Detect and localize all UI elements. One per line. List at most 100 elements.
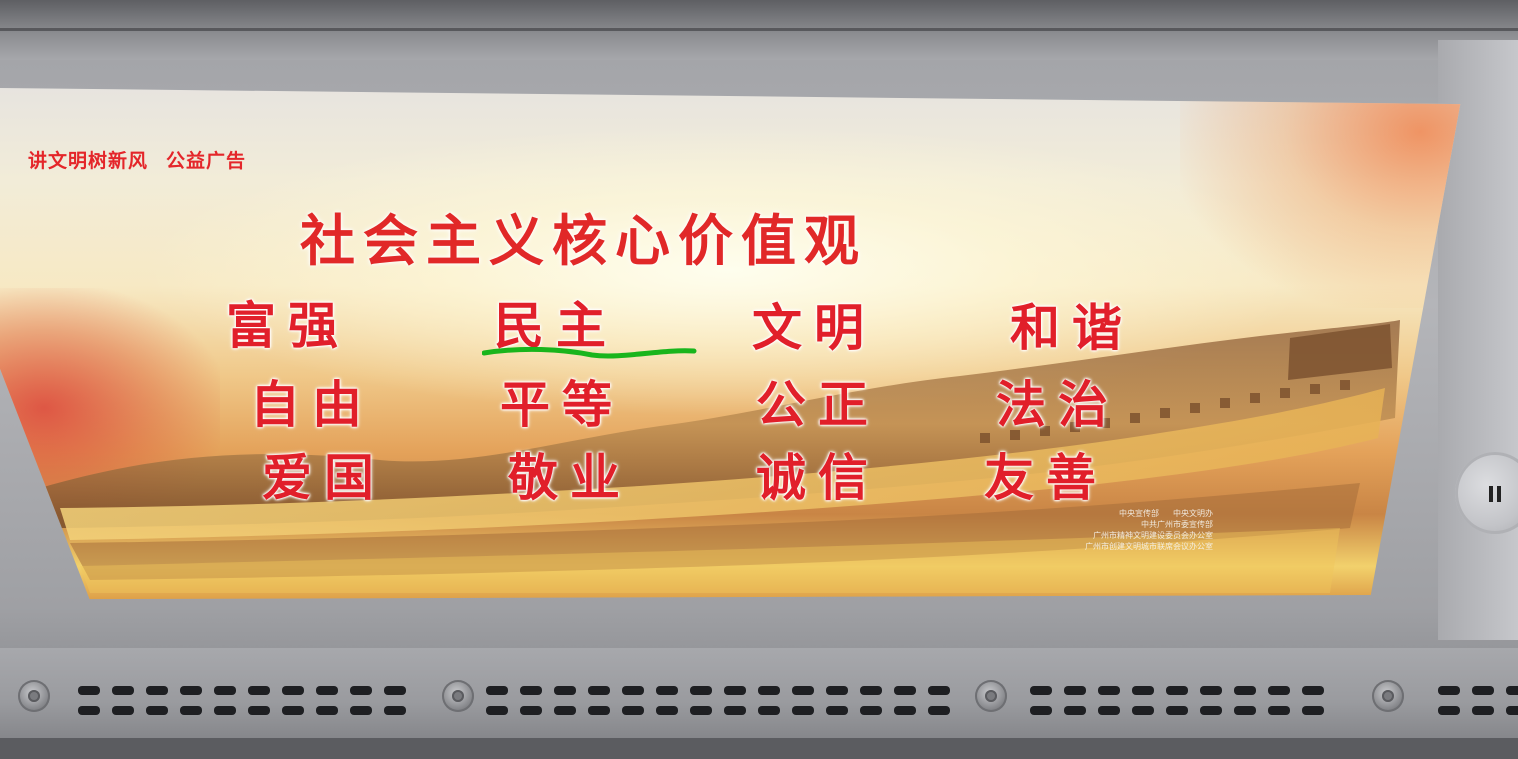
speaker-slot [180, 686, 202, 695]
speaker-slot [1438, 706, 1460, 715]
page-title: 社会主义核心价值观 [300, 209, 868, 273]
speaker-slot [826, 706, 848, 715]
speaker-slot [486, 706, 508, 715]
speaker-slot [1472, 686, 1494, 695]
speaker-slot [350, 706, 372, 715]
speaker-slot [78, 706, 100, 715]
speaker-slot [146, 706, 168, 715]
great-wall-image [40, 320, 1400, 593]
core-values-grid: 富强 民主 文明 和谐 自由 平等 公正 法治 爱国 敬业 诚信 友善 [0, 88, 1460, 599]
speaker-slot [860, 706, 882, 715]
speaker-slot [690, 706, 712, 715]
sponsor-credits: 中央宣传部 中央文明办 中共广州市委宣传部 广州市精神文明建设委员会办公室 广州市… [1085, 508, 1213, 552]
speaker-slot [1064, 706, 1086, 715]
speaker-slot [248, 686, 270, 695]
speaker-slot [758, 686, 780, 695]
speaker-slot [1132, 706, 1154, 715]
speaker-slot [1166, 686, 1188, 695]
value-democracy: 民主 [494, 297, 618, 355]
speaker-slot [894, 686, 916, 695]
bezel-bottom [0, 738, 1518, 759]
display-screen: 讲文明树新风 公益广告 社会主义核心价值观 富强 民主 文明 和谐 自由 平等 公… [0, 88, 1461, 600]
value-friendship: 友善 [984, 449, 1108, 507]
speaker-slot [894, 706, 916, 715]
psa-label: 公益广告 [166, 150, 247, 172]
speaker-slot [316, 706, 338, 715]
highlight-underline [482, 346, 697, 359]
speaker-slot [1302, 686, 1324, 695]
speaker-slot [384, 706, 406, 715]
speaker-slot [724, 686, 746, 695]
speaker-slot [928, 706, 950, 715]
display-screen-frame: 讲文明树新风 公益广告 社会主义核心价值观 富强 民主 文明 和谐 自由 平等 公… [0, 88, 1518, 608]
speaker-slot [1234, 706, 1256, 715]
credit-line: 中央宣传部 中央文明办 [1119, 509, 1213, 518]
speaker-slot [690, 686, 712, 695]
value-justice: 公正 [756, 376, 880, 434]
speaker-slot [1166, 706, 1188, 715]
credit-line: 广州市精神文明建设委员会办公室 [1093, 531, 1213, 540]
speaker-slot [520, 706, 542, 715]
value-rule-of-law: 法治 [996, 376, 1120, 434]
side-button[interactable] [1455, 452, 1518, 534]
speaker-slot [1302, 706, 1324, 715]
speaker-slot [486, 686, 508, 695]
glow-right [1180, 88, 1461, 308]
speaker-slot [622, 706, 644, 715]
speaker-slot [1200, 706, 1222, 715]
speaker-slot [656, 706, 678, 715]
speaker-slot [180, 706, 202, 715]
value-equality: 平等 [500, 376, 624, 434]
speaker-slot [1472, 706, 1494, 715]
speaker-slot [588, 686, 610, 695]
screw-icon [975, 680, 1007, 712]
speaker-slot [588, 706, 610, 715]
speaker-slot [826, 686, 848, 695]
speaker-slot [1098, 706, 1120, 715]
speaker-slot [1064, 686, 1086, 695]
credit-line: 广州市创建文明城市联席会议办公室 [1085, 542, 1213, 551]
speaker-slot [622, 686, 644, 695]
value-freedom: 自由 [250, 376, 374, 434]
screw-icon [18, 680, 50, 712]
speaker-slot [1234, 686, 1256, 695]
speaker-slot [792, 686, 814, 695]
speaker-slot [1132, 686, 1154, 695]
speaker-slot [520, 686, 542, 695]
credit-line: 中共广州市委宣传部 [1141, 520, 1213, 529]
value-prosperity: 富强 [226, 297, 350, 355]
value-civility: 文明 [752, 299, 876, 357]
speaker-slot [1438, 686, 1460, 695]
campaign-tag: 讲文明树新风 公益广告 [28, 146, 264, 173]
screw-icon [442, 680, 474, 712]
speaker-slot [554, 706, 576, 715]
speaker-slot [792, 706, 814, 715]
speaker-slot [282, 706, 304, 715]
speaker-grille [0, 648, 1518, 738]
speaker-slot [214, 686, 236, 695]
speaker-slot [146, 686, 168, 695]
speaker-slot [928, 686, 950, 695]
speaker-slot [860, 686, 882, 695]
speaker-slot [1506, 706, 1518, 715]
speaker-slot [656, 686, 678, 695]
speaker-slot [214, 706, 236, 715]
speaker-slot [384, 686, 406, 695]
speaker-slot [78, 686, 100, 695]
speaker-slot [350, 686, 372, 695]
speaker-slot [1030, 706, 1052, 715]
speaker-slot [112, 706, 134, 715]
speaker-slot [1506, 686, 1518, 695]
screw-icon [1372, 680, 1404, 712]
speaker-slot [316, 686, 338, 695]
campaign-slogan: 讲文明树新风 [28, 150, 149, 172]
value-integrity: 诚信 [756, 449, 880, 507]
speaker-slot [248, 706, 270, 715]
value-dedication: 敬业 [508, 449, 632, 507]
speaker-slot [112, 686, 134, 695]
speaker-slot [1030, 686, 1052, 695]
speaker-slot [1268, 686, 1290, 695]
speaker-slot [1200, 686, 1222, 695]
speaker-slot [282, 686, 304, 695]
speaker-slot [1098, 686, 1120, 695]
